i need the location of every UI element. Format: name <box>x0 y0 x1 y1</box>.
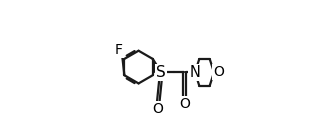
Text: N: N <box>190 65 200 80</box>
Text: O: O <box>152 102 163 116</box>
Text: O: O <box>179 97 190 111</box>
Text: S: S <box>156 65 166 80</box>
Text: F: F <box>115 43 123 57</box>
Text: O: O <box>213 65 224 79</box>
